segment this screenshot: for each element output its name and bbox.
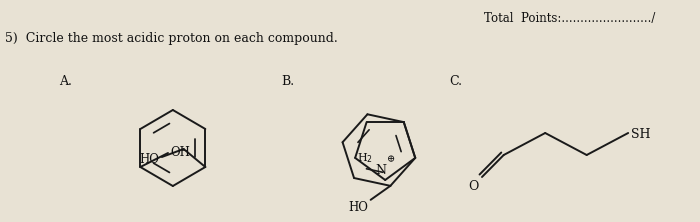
Text: H$_2$: H$_2$	[358, 151, 373, 165]
Text: O: O	[468, 180, 479, 193]
Text: OH: OH	[170, 145, 190, 159]
Text: HO: HO	[349, 201, 369, 214]
Text: ⊕: ⊕	[387, 155, 395, 164]
Text: SH: SH	[631, 127, 650, 141]
Text: C.: C.	[449, 75, 463, 88]
Text: 5)  Circle the most acidic proton on each compound.: 5) Circle the most acidic proton on each…	[5, 32, 337, 45]
Text: A.: A.	[60, 75, 72, 88]
Text: Total  Points:......................../: Total Points:......................../	[484, 12, 655, 25]
Text: B.: B.	[281, 75, 295, 88]
Text: HO: HO	[139, 153, 159, 165]
Text: N: N	[376, 164, 386, 177]
